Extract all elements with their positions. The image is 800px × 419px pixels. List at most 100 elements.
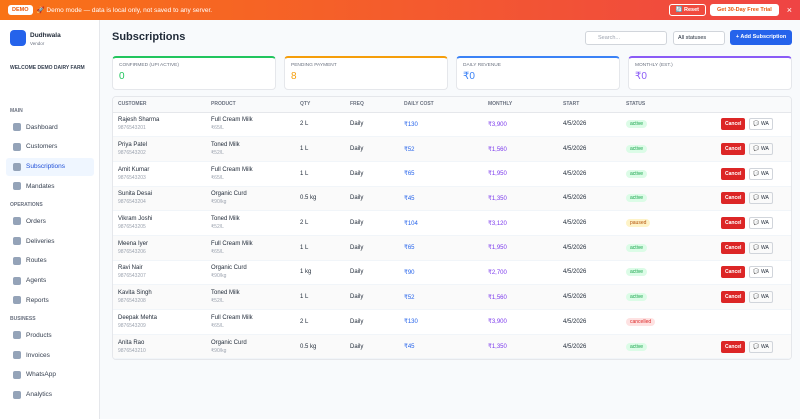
cancel-button[interactable]: Cancel — [721, 192, 746, 205]
monthly: ₹1,950 — [483, 161, 558, 187]
cancel-button[interactable]: Cancel — [721, 167, 746, 180]
reset-button[interactable]: 🔄 Reset — [668, 4, 706, 16]
close-button[interactable]: × — [786, 5, 792, 15]
nav-icon — [13, 351, 21, 359]
start: 4/5/2026 — [558, 161, 621, 187]
section-title: MAIN — [10, 108, 23, 114]
status-cell: cancelled — [621, 309, 716, 335]
trial-button[interactable]: Get 30-Day Free Trial — [710, 4, 779, 16]
daily-cost: ₹65 — [399, 235, 483, 261]
customer-cell: Anita Rao 9876543210 — [113, 334, 206, 359]
daily-cost: ₹130 — [399, 112, 483, 138]
actions-cell: Cancel 💬 WA — [716, 112, 791, 138]
customer-phone: 9876543203 — [118, 174, 146, 181]
whatsapp-button[interactable]: 💬 WA — [749, 143, 773, 156]
nav-item[interactable]: Reports — [6, 291, 94, 309]
nav-label: WhatsApp — [26, 371, 56, 379]
nav-item[interactable]: WhatsApp — [6, 366, 94, 384]
column-header[interactable]: STATUS — [621, 97, 716, 113]
freq: Daily — [345, 186, 399, 212]
demo-badge: DEMO — [8, 5, 33, 15]
product-name: Organic Curd — [211, 339, 247, 346]
column-header[interactable]: MONTHLY — [483, 97, 558, 113]
whatsapp-button[interactable]: 💬 WA — [749, 340, 773, 353]
monthly: ₹2,700 — [483, 260, 558, 286]
nav-icon — [13, 390, 21, 399]
stat-label: MONTHLY (EST.) — [635, 63, 673, 68]
column-header[interactable]: CUSTOMER — [113, 97, 206, 113]
product-name: Full Cream Milk — [211, 117, 253, 124]
qty: 1 kg — [295, 260, 345, 286]
status-pill: active — [626, 243, 648, 252]
whatsapp-button[interactable]: 💬 WA — [749, 217, 773, 230]
nav-item[interactable]: Routes — [6, 252, 94, 270]
nav-item[interactable]: Deliveries — [6, 232, 94, 250]
nav-item[interactable]: Mandates — [6, 177, 94, 195]
nav-label: Mandates — [26, 182, 55, 190]
row: Sunita Desai 9876543204 Organic Curd ₹90/kg… — [113, 186, 791, 212]
nav-icon — [13, 237, 21, 245]
whatsapp-button[interactable]: 💬 WA — [749, 266, 773, 279]
qty: 1 L — [295, 161, 345, 187]
freq: Daily — [345, 136, 399, 162]
status-cell: active — [621, 161, 716, 187]
monthly: ₹3,900 — [483, 309, 558, 335]
nav-label: Customers — [26, 143, 58, 151]
status-pill: active — [626, 120, 648, 129]
row: Vikram Joshi 9876543205 Toned Milk ₹52/L 2 L… — [113, 210, 791, 236]
cancel-button[interactable]: Cancel — [721, 291, 746, 304]
cancel-button[interactable]: Cancel — [721, 143, 746, 156]
add-button[interactable]: + Add Subscription — [730, 30, 792, 45]
column-header[interactable]: START — [558, 97, 621, 113]
nav-item[interactable]: Analytics — [6, 386, 94, 404]
column-header[interactable]: DAILY COST — [399, 97, 483, 113]
cancel-button[interactable]: Cancel — [721, 118, 746, 131]
nav-item[interactable]: Invoices — [6, 346, 94, 364]
nav-item[interactable]: Customers — [6, 138, 94, 156]
stat-label: DAILY REVENUE — [463, 63, 501, 68]
daily-cost: ₹130 — [399, 309, 483, 335]
nav-item[interactable]: Subscriptions — [6, 157, 94, 176]
whatsapp-button[interactable]: 💬 WA — [749, 192, 773, 205]
column-header[interactable]: QTY — [295, 97, 345, 113]
freq: Daily — [345, 235, 399, 261]
monthly: ₹1,560 — [483, 136, 558, 162]
page-title: Subscriptions — [112, 31, 186, 43]
nav-label: Dashboard — [26, 123, 58, 131]
cancel-button[interactable]: Cancel — [721, 217, 746, 230]
stat-label: CONFIRMED (UPI ACTIVE) — [119, 63, 179, 68]
row: Anita Rao 9876543210 Organic Curd ₹90/kg 0.5… — [113, 334, 791, 359]
whatsapp-button[interactable]: 💬 WA — [749, 118, 773, 131]
nav-label: Invoices — [26, 351, 50, 359]
search-input[interactable]: Search... — [585, 31, 667, 45]
nav-item[interactable]: Dashboard — [6, 118, 94, 136]
whatsapp-button[interactable]: 💬 WA — [749, 291, 773, 304]
status-filter[interactable]: All statuses — [673, 31, 725, 45]
monthly: ₹3,120 — [483, 210, 558, 236]
daily-cost: ₹45 — [399, 186, 483, 212]
status-pill: paused — [626, 219, 651, 228]
nav-item[interactable]: Products — [6, 326, 94, 344]
row: Deepak Mehta 9876543209 Full Cream Milk ₹65… — [113, 309, 791, 335]
monthly: ₹1,350 — [483, 334, 558, 359]
nav-item[interactable]: Agents — [6, 272, 94, 290]
cancel-button[interactable]: Cancel — [721, 241, 746, 254]
cancel-button[interactable]: Cancel — [721, 266, 746, 279]
whatsapp-button[interactable]: 💬 WA — [749, 167, 773, 180]
customer-cell: Ravi Nair 9876543207 — [113, 260, 206, 286]
column-header[interactable]: FREQ — [345, 97, 399, 113]
actions-cell: Cancel 💬 WA — [716, 334, 791, 359]
nav-icon — [13, 331, 21, 340]
start: 4/5/2026 — [558, 284, 621, 310]
nav-icon — [13, 370, 21, 379]
customer-phone: 9876543206 — [118, 248, 146, 255]
column-header[interactable]: PRODUCT — [206, 97, 295, 113]
cancel-button[interactable]: Cancel — [721, 340, 746, 353]
product-name: Toned Milk — [211, 216, 240, 223]
whatsapp-button[interactable]: 💬 WA — [749, 241, 773, 254]
stat-card: PENDING PAYMENT 8 — [284, 56, 448, 90]
nav-label: Subscriptions — [26, 163, 66, 171]
nav-item[interactable]: Orders — [6, 212, 94, 230]
table-card: CUSTOMER PRODUCT QTY FREQ DAILY COST MONTHLY S… — [112, 96, 792, 360]
